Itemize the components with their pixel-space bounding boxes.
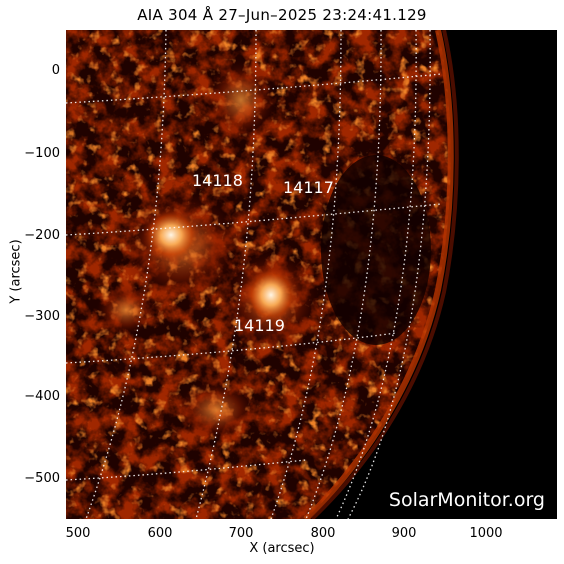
region-label-14117: 14117 <box>283 178 334 197</box>
solar-image-panel: 14118 14117 14119 SolarMonitor.org <box>66 30 557 519</box>
watermark: SolarMonitor.org <box>388 489 545 511</box>
region-label-14118: 14118 <box>192 171 243 190</box>
heliographic-grid <box>66 30 442 519</box>
x-tick-1000: 1000 <box>469 526 503 541</box>
x-tick-600: 600 <box>147 526 173 541</box>
x-tick-900: 900 <box>391 526 417 541</box>
y-tick-minus300: −300 <box>24 309 60 324</box>
y-tick-minus100: −100 <box>24 146 60 161</box>
y-tick-minus200: −200 <box>24 228 60 243</box>
x-tick-700: 700 <box>228 526 254 541</box>
solar-disk-image <box>66 30 459 519</box>
x-axis-label: X (arcsec) <box>249 541 315 556</box>
y-tick-0: 0 <box>51 63 60 78</box>
y-tick-minus500: −500 <box>24 471 60 486</box>
image-title: AIA 304 Å 27–Jun–2025 23:24:41.129 <box>137 6 427 24</box>
x-tick-500: 500 <box>65 526 91 541</box>
x-tick-800: 800 <box>310 526 336 541</box>
solar-disk <box>66 30 451 519</box>
region-label-14119: 14119 <box>234 316 285 335</box>
y-tick-minus400: −400 <box>24 389 60 404</box>
